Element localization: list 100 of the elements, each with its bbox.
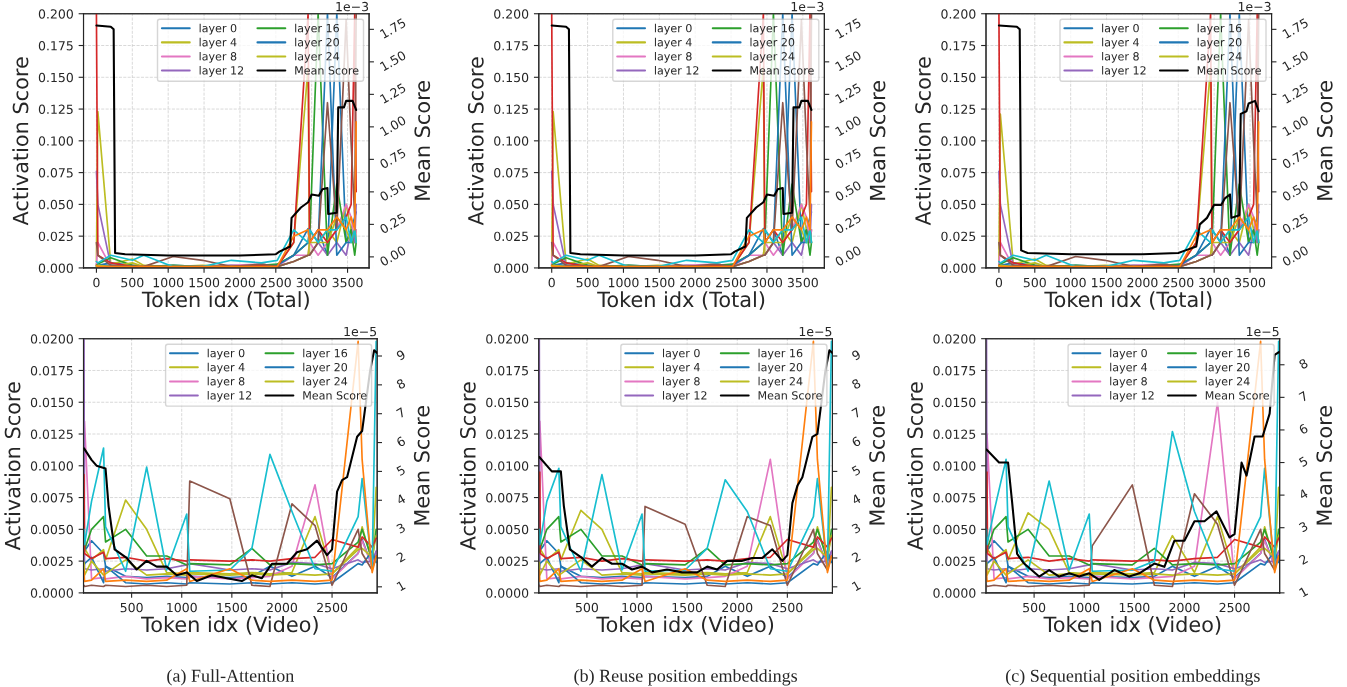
y-tick-label: 0.025 [38,231,73,242]
y-tick-label: 0.0075 [30,493,73,503]
legend-label: layer 0 [654,23,692,35]
text: (c) Sequential position embeddings [1006,669,1260,686]
legend-label: layer 0 [199,23,237,35]
x-tick-label: 1000 [167,602,197,613]
legend-label: layer 0 [1102,23,1139,35]
y2-axis-title: Mean Score [1316,406,1333,525]
y2-tick-label: 1.50 [1282,50,1310,72]
y-tick-label: 0.0200 [933,334,976,344]
y-tick-label: 0.0025 [486,556,528,567]
legend-label: layer 0 [207,348,245,360]
y2-tick-label: 7 [396,407,406,419]
legend-label: layer 24 [295,51,340,63]
y2-tick-label: 1.75 [834,18,862,39]
y2-tick-label: 1 [851,580,861,592]
text: (b) Reuse position embeddings [574,669,798,686]
y2-tick-label: 6 [395,435,407,448]
legend-label: layer 24 [750,51,795,63]
y2-tick-label: 0.00 [1281,245,1310,267]
y-tick-label: 0.0125 [486,429,528,439]
y-tick-label: 0.0175 [486,365,528,376]
y2-tick-label: 2 [851,551,861,563]
y2-axis-title: Mean Score [869,81,886,200]
y2-axis-title: Mean Score [869,406,885,525]
x-tick-label: 2500 [317,602,348,613]
text: (a) Full-Attention [167,669,294,686]
y2-tick-label: 3 [395,522,406,534]
y-tick-label: 0.175 [494,40,528,51]
y-tick-label: 0.000 [38,263,73,273]
y-tick-label: 0.150 [494,72,529,83]
x-tick-label: 2000 [1169,602,1200,613]
y-tick-label: 0.0150 [933,397,976,408]
y-axis-title: Activation Score [467,57,484,226]
x-tick-label: 2000 [224,277,255,288]
y-tick-label: 0.175 [38,40,73,51]
x-axis-title: Token idx (Video) [141,616,318,635]
x-tick-label: 500 [121,277,144,288]
y-axis-title: Activation Score [459,382,476,551]
y-tick-label: 0.0100 [486,461,529,471]
legend-label: layer 16 [758,348,803,360]
y2-tick-label: 1 [396,580,406,592]
y2-tick-label: 4 [1298,488,1309,500]
y2-tick-label: 1.50 [834,50,862,72]
y-tick-label: 0.0200 [30,334,73,344]
legend-label: Mean Score [303,391,367,400]
y2-tick-label: 0.75 [379,147,407,170]
legend-label: layer 20 [750,37,795,49]
legend-label: layer 4 [207,362,245,374]
x-tick-label: 1500 [672,602,703,613]
y-tick-label: 0.0050 [933,524,976,535]
x-tick-label: 3000 [1199,277,1230,288]
legend-label: layer 12 [207,390,252,402]
y-tick-label: 0.125 [494,104,528,114]
text: 1e−5 [344,326,377,337]
y2-tick-label: 0.25 [1281,212,1309,235]
legend-label: layer 4 [654,37,692,49]
legend-label: layer 24 [1197,51,1242,63]
y2-tick-label: 2 [395,551,406,563]
y2-tick-label: 6 [1298,423,1309,435]
legend-label: layer 16 [1197,23,1242,35]
y-tick-label: 0.200 [494,9,529,19]
y2-tick-label: 3 [1298,521,1309,533]
y-tick-label: 0.0075 [933,493,976,503]
legend-label: Mean Score [758,391,822,400]
y-tick-label: 0.0150 [30,397,73,408]
legend-label: layer 12 [1110,390,1154,402]
legend-label: layer 0 [1110,348,1147,360]
x-tick-label: 500 [575,602,598,613]
legend-label: layer 12 [199,66,244,77]
y-axis-title: Activation Score [12,57,29,226]
x-tick-label: 2500 [260,277,291,288]
y-tick-label: 0.000 [494,263,529,273]
legend-label: layer 8 [199,51,237,63]
x-tick-label: 500 [1023,602,1046,613]
y-tick-label: 0.0175 [933,365,976,376]
x-tick-label: 1500 [217,602,247,613]
x-tick-label: 1500 [644,277,675,288]
y2-tick-label: 0.25 [379,212,407,235]
y2-tick-label: 8 [851,378,862,390]
y-tick-label: 0.100 [38,136,73,146]
y2-tick-label: 0.75 [834,147,862,170]
y-tick-label: 0.075 [941,168,976,178]
x-tick-label: 500 [120,602,143,613]
legend-label: layer 16 [750,23,795,35]
text: 1e−3 [336,1,369,12]
x-tick-label: 1000 [1069,602,1100,613]
legend-label: layer 16 [295,23,339,35]
y2-tick-label: 5 [1298,456,1309,468]
y2-tick-label: 4 [851,493,862,505]
x-tick-label: 3500 [332,277,363,288]
x-tick-label: 500 [576,277,599,288]
x-tick-label: 1500 [1119,602,1150,613]
x-axis-title: Token idx (Total) [141,291,309,310]
x-tick-label: 1000 [622,602,653,613]
y2-tick-label: 1.25 [1282,82,1309,104]
y2-tick-label: 7 [1298,390,1309,402]
y2-tick-label: 1.50 [379,50,407,72]
y2-tick-label: 0.00 [379,245,407,267]
legend-label: layer 0 [663,348,700,360]
